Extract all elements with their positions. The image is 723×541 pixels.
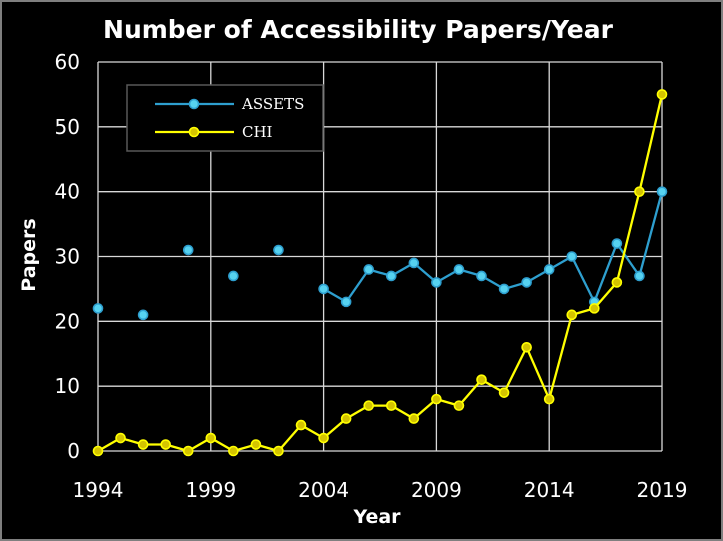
chi-point-2009 bbox=[431, 393, 442, 405]
legend-chi-label: CHI bbox=[242, 123, 273, 141]
assets-point-2013 bbox=[521, 277, 532, 288]
chi-point-2006 bbox=[363, 400, 375, 411]
assets-point-2014 bbox=[543, 264, 555, 275]
assets-point-2010 bbox=[453, 264, 465, 275]
chi-point-1999 bbox=[205, 432, 217, 444]
chi-point-2002 bbox=[273, 445, 284, 457]
y-tick-label-40: 40 bbox=[55, 180, 80, 204]
assets-point-2006 bbox=[363, 264, 375, 275]
legend-chi-marker bbox=[188, 126, 200, 138]
chi-point-2000 bbox=[228, 445, 239, 457]
chi-point-2011 bbox=[476, 374, 487, 385]
y-tick-label-60: 60 bbox=[55, 50, 80, 74]
chi-point-2013 bbox=[521, 341, 532, 353]
x-tick-label-1994: 1994 bbox=[73, 478, 124, 502]
chi-point-2016 bbox=[589, 303, 600, 314]
assets-point-2012 bbox=[498, 283, 510, 295]
chi-point-2017 bbox=[611, 277, 623, 288]
assets-point-2002 bbox=[273, 244, 284, 256]
y-tick-label-30: 30 bbox=[55, 245, 80, 269]
chi-point-2012 bbox=[498, 387, 510, 398]
chi-point-2004 bbox=[318, 432, 329, 444]
chi-point-1997 bbox=[160, 439, 171, 450]
assets-series-line bbox=[323, 191, 664, 304]
chi-point-2007 bbox=[385, 400, 397, 411]
x-tick-label-2014: 2014 bbox=[524, 478, 575, 502]
assets-point-2009 bbox=[431, 277, 442, 288]
chi-point-2015 bbox=[566, 309, 578, 321]
x-tick-labels: 1994 1999 2004 2009 2014 2019 bbox=[73, 478, 688, 502]
y-tick-labels: 0 10 20 30 40 50 60 bbox=[55, 50, 80, 463]
assets-point-2018 bbox=[634, 270, 645, 282]
assets-point-2007 bbox=[385, 270, 397, 282]
chi-point-2005 bbox=[340, 413, 352, 424]
y-tick-label-10: 10 bbox=[55, 374, 80, 398]
x-axis-title: Year bbox=[352, 506, 401, 528]
legend-box bbox=[126, 84, 324, 152]
x-tick-label-2004: 2004 bbox=[298, 478, 349, 502]
legend: ASSETS CHI bbox=[126, 84, 324, 152]
chi-point-2010 bbox=[453, 400, 465, 411]
chart-title: Number of Accessibility Papers/Year bbox=[103, 15, 614, 44]
chi-point-1995 bbox=[115, 432, 126, 444]
chi-point-2001 bbox=[250, 439, 262, 450]
chi-point-2018 bbox=[634, 186, 645, 197]
y-tick-label-0: 0 bbox=[67, 439, 80, 463]
legend-assets-marker bbox=[188, 98, 200, 110]
chi-point-1996 bbox=[137, 439, 149, 450]
assets-point-1998 bbox=[182, 244, 194, 256]
chi-point-1998 bbox=[182, 445, 194, 457]
assets-point-2015 bbox=[566, 251, 578, 262]
chi-point-2008 bbox=[408, 413, 420, 424]
assets-point-1996 bbox=[137, 309, 149, 321]
assets-point-2004 bbox=[318, 283, 329, 295]
assets-point-2011 bbox=[476, 270, 487, 282]
chi-point-1994 bbox=[92, 445, 104, 457]
chi-point-2014 bbox=[543, 393, 555, 405]
assets-point-1994 bbox=[92, 303, 104, 314]
series-group bbox=[92, 89, 668, 457]
assets-point-2019 bbox=[656, 186, 668, 197]
y-tick-label-50: 50 bbox=[55, 115, 80, 139]
assets-point-2005 bbox=[340, 296, 352, 308]
assets-point-2000 bbox=[228, 270, 239, 282]
x-tick-label-2019: 2019 bbox=[637, 478, 688, 502]
y-tick-label-20: 20 bbox=[55, 309, 80, 333]
x-tick-label-1999: 1999 bbox=[185, 478, 236, 502]
chi-point-2003 bbox=[295, 419, 307, 431]
assets-point-2017 bbox=[611, 238, 623, 249]
chi-point-2019 bbox=[656, 89, 668, 100]
y-axis-title: Papers bbox=[18, 218, 40, 291]
legend-assets-label: ASSETS bbox=[241, 95, 304, 113]
assets-point-2008 bbox=[408, 257, 420, 269]
x-tick-label-2009: 2009 bbox=[411, 478, 462, 502]
